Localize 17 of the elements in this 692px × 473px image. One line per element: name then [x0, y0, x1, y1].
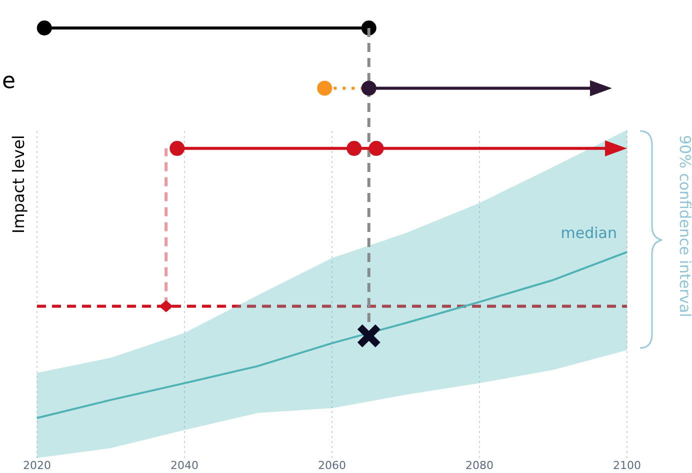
y-axis-title: Impact level [9, 135, 28, 234]
point [346, 140, 362, 156]
x-tick-label: 2080 [466, 459, 494, 472]
x-tick-label: 2020 [23, 459, 51, 472]
x-tick-label: 2060 [318, 459, 346, 472]
text: e [2, 69, 16, 94]
text: 90% confidence interval [676, 135, 692, 318]
point [361, 80, 376, 96]
series-label: median [560, 224, 617, 242]
point [356, 323, 382, 348]
x-tick-label: 2040 [170, 459, 198, 472]
point [36, 20, 52, 36]
point [159, 300, 174, 312]
point [317, 80, 332, 96]
x-tick-label: 2100 [613, 459, 641, 472]
point [368, 140, 384, 156]
point [170, 140, 185, 156]
